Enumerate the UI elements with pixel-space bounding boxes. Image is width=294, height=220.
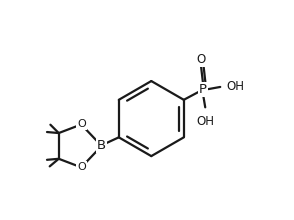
Text: OH: OH: [196, 115, 214, 128]
Text: O: O: [196, 53, 206, 66]
Text: B: B: [97, 139, 106, 152]
Text: OH: OH: [227, 81, 245, 94]
Text: B: B: [97, 139, 106, 152]
Text: O: O: [77, 119, 86, 130]
Text: P: P: [199, 82, 207, 96]
Text: O: O: [77, 162, 86, 172]
